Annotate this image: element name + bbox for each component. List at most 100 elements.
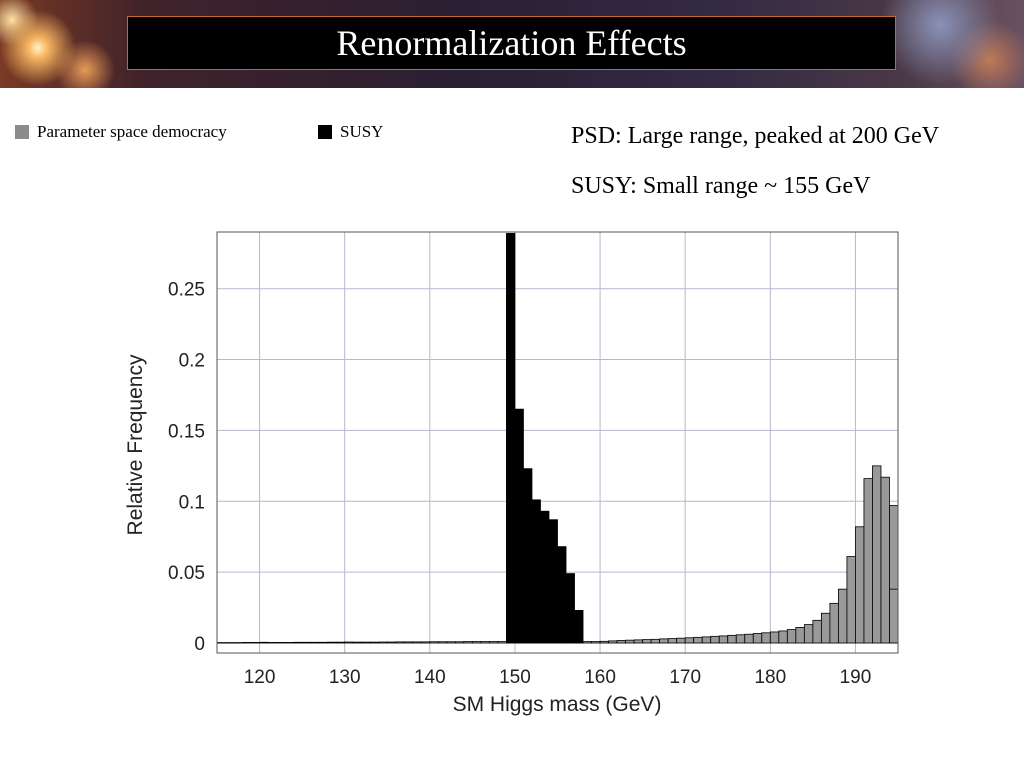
psd-bar-30 bbox=[471, 641, 482, 644]
psd-bar-29 bbox=[463, 641, 473, 644]
susy-bar-0 bbox=[506, 233, 516, 644]
susy-bar-3 bbox=[531, 499, 541, 644]
x-tick-label-2: 140 bbox=[414, 667, 446, 688]
psd-bar-48 bbox=[625, 639, 635, 644]
psd-bar-71 bbox=[820, 612, 831, 644]
x-tick-label-0: 120 bbox=[244, 667, 276, 688]
psd-bar-2 bbox=[233, 642, 243, 644]
psd-bar-78 bbox=[880, 476, 890, 644]
psd-bar-75 bbox=[855, 526, 865, 644]
psd-bar-0 bbox=[216, 642, 226, 644]
psd-bar-20 bbox=[386, 641, 397, 644]
psd-bar-70 bbox=[812, 619, 822, 644]
psd-bar-63 bbox=[752, 633, 763, 644]
psd-bar-9 bbox=[293, 641, 303, 644]
series-susy bbox=[506, 233, 584, 644]
y-tick-label-1: 0.05 bbox=[168, 563, 205, 584]
psd-bar-56 bbox=[693, 636, 703, 644]
legend-swatch-psd bbox=[15, 125, 29, 139]
susy-bar-2 bbox=[523, 468, 533, 644]
x-tick-label-4: 160 bbox=[584, 667, 616, 688]
x-axis-title: SM Higgs mass (GeV) bbox=[453, 693, 662, 716]
psd-bar-53 bbox=[667, 638, 678, 644]
psd-bar-61 bbox=[735, 634, 746, 644]
psd-bar-7 bbox=[276, 642, 286, 644]
psd-bar-28 bbox=[454, 641, 465, 644]
y-tick-label-4: 0.2 bbox=[179, 351, 205, 372]
x-tick-label-6: 180 bbox=[754, 667, 786, 688]
psd-bar-8 bbox=[284, 642, 295, 644]
psd-bar-74 bbox=[846, 556, 856, 644]
psd-bar-11 bbox=[310, 641, 320, 644]
legend-label-susy: SUSY bbox=[340, 122, 384, 141]
psd-bar-76 bbox=[863, 478, 873, 644]
psd-bar-22 bbox=[403, 641, 414, 644]
y-tick-label-0: 0 bbox=[194, 634, 205, 655]
psd-bar-5 bbox=[259, 641, 269, 644]
axis-ticks: 120 130 140 150 160 170 180 190 0 0.05 0.1 0.15 0.2 0… bbox=[168, 280, 871, 688]
x-tick-label-1: 130 bbox=[329, 667, 361, 688]
x-tick-label-3: 150 bbox=[499, 667, 531, 688]
psd-bar-66 bbox=[778, 630, 788, 644]
psd-bar-14 bbox=[335, 641, 346, 644]
psd-bar-24 bbox=[420, 641, 431, 644]
page-title: Renormalization Effects bbox=[336, 23, 687, 63]
psd-bar-25 bbox=[429, 641, 439, 644]
psd-bar-60 bbox=[727, 634, 737, 644]
susy-bar-4 bbox=[540, 510, 550, 644]
psd-bar-21 bbox=[395, 641, 405, 644]
legend-label-psd: Parameter space democracy bbox=[37, 122, 227, 141]
psd-bar-6 bbox=[267, 642, 277, 644]
psd-bar-27 bbox=[446, 641, 456, 644]
psd-bar-16 bbox=[352, 641, 363, 644]
plot-frame bbox=[216, 231, 899, 654]
susy-bar-5 bbox=[548, 519, 558, 644]
y-tick-label-5: 0.25 bbox=[168, 280, 205, 301]
legend-item-psd: Parameter space democracy bbox=[15, 122, 227, 142]
note-susy: SUSY: Small range ~ 155 GeV bbox=[571, 173, 871, 199]
series-psd bbox=[216, 465, 899, 644]
psd-bar-10 bbox=[301, 641, 312, 644]
psd-bar-65 bbox=[769, 631, 780, 644]
psd-bar-3 bbox=[242, 642, 252, 644]
psd-bar-77 bbox=[872, 465, 882, 644]
psd-bar-26 bbox=[437, 641, 448, 644]
title-box: Renormalization Effects bbox=[127, 16, 896, 70]
psd-bar-44 bbox=[591, 641, 601, 644]
psd-bar-49 bbox=[633, 639, 644, 644]
psd-bar-55 bbox=[684, 637, 695, 644]
psd-bar-57 bbox=[701, 636, 712, 644]
psd-bar-23 bbox=[412, 641, 422, 644]
psd-bar-64 bbox=[761, 632, 771, 644]
psd-bar-59 bbox=[718, 635, 729, 644]
psd-bar-19 bbox=[378, 641, 388, 644]
psd-bar-1 bbox=[225, 642, 235, 644]
x-tick-label-7: 190 bbox=[840, 667, 872, 688]
y-tick-label-3: 0.15 bbox=[168, 421, 205, 442]
psd-bar-51 bbox=[650, 638, 661, 644]
psd-bar-58 bbox=[710, 635, 720, 644]
susy-bar-1 bbox=[514, 408, 524, 644]
susy-bar-8 bbox=[574, 610, 584, 644]
susy-bar-7 bbox=[565, 573, 575, 644]
psd-bar-32 bbox=[488, 641, 499, 644]
psd-bar-54 bbox=[676, 637, 686, 644]
psd-bar-50 bbox=[642, 639, 652, 644]
psd-bar-15 bbox=[344, 641, 354, 644]
psd-bar-47 bbox=[616, 640, 627, 644]
psd-bar-62 bbox=[744, 633, 754, 644]
psd-bar-45 bbox=[599, 640, 609, 644]
legend-swatch-susy bbox=[318, 125, 332, 139]
psd-bar-18 bbox=[369, 641, 380, 644]
psd-bar-17 bbox=[361, 641, 371, 644]
legend-item-susy: SUSY bbox=[318, 122, 383, 142]
psd-bar-68 bbox=[795, 627, 805, 644]
psd-bar-13 bbox=[327, 641, 337, 644]
psd-bar-4 bbox=[250, 642, 260, 644]
psd-bar-67 bbox=[786, 629, 797, 644]
psd-bar-31 bbox=[480, 641, 490, 644]
psd-bar-52 bbox=[659, 638, 669, 644]
psd-bar-46 bbox=[608, 640, 618, 644]
psd-extra-bar-0 bbox=[889, 588, 899, 644]
